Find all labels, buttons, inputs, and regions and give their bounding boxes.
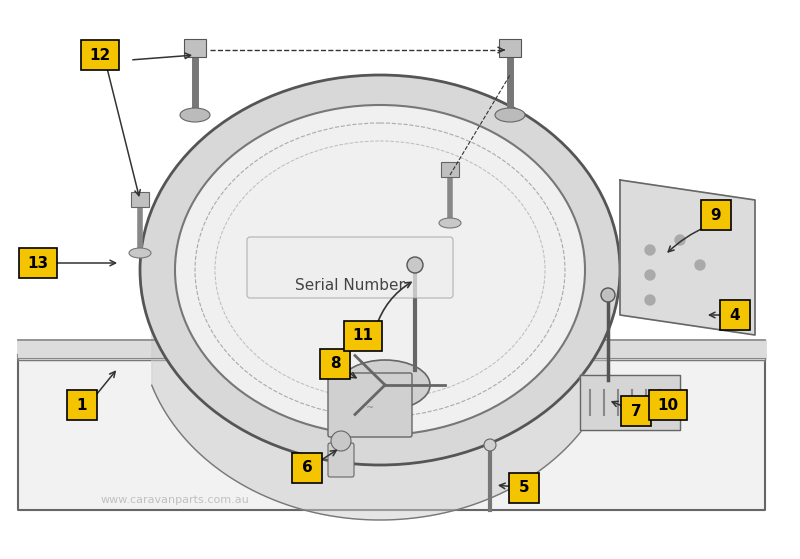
Circle shape [484, 439, 496, 451]
Polygon shape [152, 330, 608, 520]
Text: 4: 4 [730, 307, 740, 323]
Text: 6: 6 [302, 461, 312, 476]
Circle shape [675, 235, 685, 245]
Polygon shape [620, 180, 755, 335]
Circle shape [601, 288, 615, 302]
FancyBboxPatch shape [499, 39, 521, 57]
Text: 1: 1 [77, 397, 87, 413]
Text: www.caravanparts.com.au: www.caravanparts.com.au [101, 495, 250, 505]
Circle shape [645, 245, 655, 255]
Text: Serial Number: Serial Number [295, 277, 405, 292]
FancyBboxPatch shape [67, 390, 97, 420]
FancyBboxPatch shape [328, 443, 354, 477]
Text: 11: 11 [353, 329, 374, 343]
FancyBboxPatch shape [720, 300, 750, 330]
Ellipse shape [340, 360, 430, 410]
FancyBboxPatch shape [621, 396, 651, 426]
Polygon shape [18, 340, 765, 360]
Ellipse shape [495, 108, 525, 122]
FancyBboxPatch shape [184, 39, 206, 57]
Circle shape [645, 295, 655, 305]
Text: 10: 10 [658, 397, 678, 413]
Text: 7: 7 [630, 404, 642, 419]
FancyBboxPatch shape [81, 40, 119, 70]
Text: 13: 13 [27, 255, 49, 271]
FancyBboxPatch shape [292, 453, 322, 483]
FancyBboxPatch shape [19, 248, 57, 278]
FancyBboxPatch shape [701, 200, 731, 230]
Text: ~: ~ [366, 403, 374, 413]
Polygon shape [580, 375, 680, 430]
FancyBboxPatch shape [328, 373, 412, 437]
Text: 8: 8 [330, 357, 340, 372]
Text: 9: 9 [710, 207, 722, 222]
Ellipse shape [439, 218, 461, 228]
Polygon shape [18, 340, 765, 358]
Ellipse shape [175, 105, 585, 435]
FancyBboxPatch shape [509, 473, 539, 503]
Ellipse shape [140, 75, 620, 465]
Polygon shape [18, 355, 765, 510]
FancyBboxPatch shape [344, 321, 382, 351]
FancyBboxPatch shape [320, 349, 350, 379]
Ellipse shape [180, 108, 210, 122]
Circle shape [331, 431, 351, 451]
FancyBboxPatch shape [441, 162, 459, 177]
FancyBboxPatch shape [131, 192, 149, 207]
Text: 12: 12 [90, 48, 110, 63]
Circle shape [695, 260, 705, 270]
FancyBboxPatch shape [247, 237, 453, 298]
Ellipse shape [129, 248, 151, 258]
FancyBboxPatch shape [649, 390, 687, 420]
Circle shape [407, 257, 423, 273]
Text: 5: 5 [518, 481, 530, 495]
Circle shape [645, 270, 655, 280]
